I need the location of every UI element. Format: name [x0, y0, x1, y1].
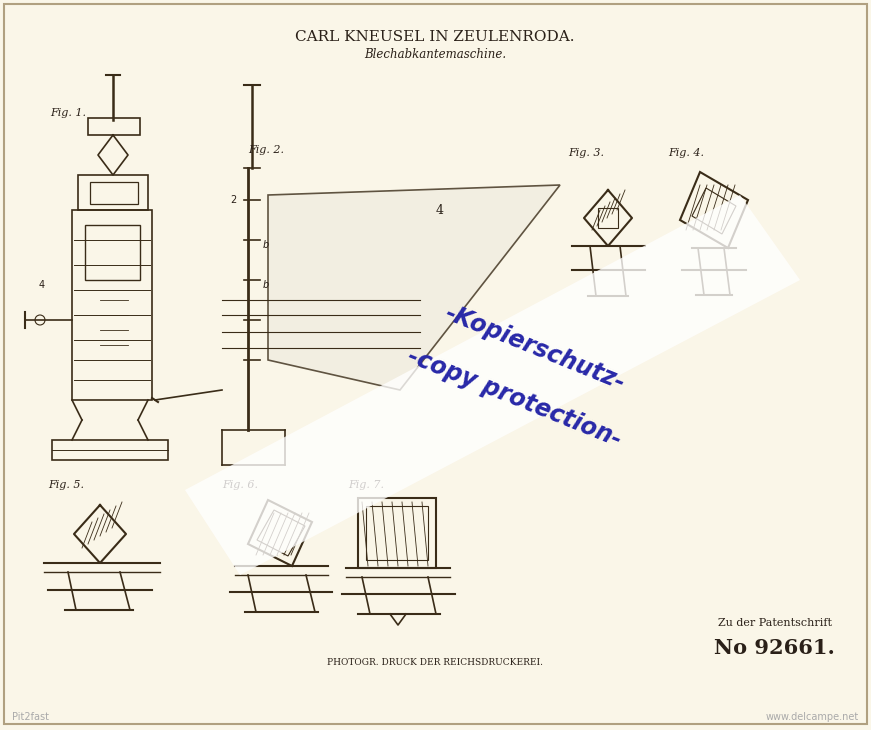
- Text: www.delcampe.net: www.delcampe.net: [766, 712, 859, 722]
- Polygon shape: [185, 195, 800, 575]
- Bar: [358, 498, 436, 568]
- Text: Zu der Patentschrift: Zu der Patentschrift: [718, 618, 832, 628]
- Text: Fig. 1.: Fig. 1.: [50, 108, 86, 118]
- Text: PHOTOGR. DRUCK DER REICHSDRUCKEREI.: PHOTOGR. DRUCK DER REICHSDRUCKEREI.: [327, 658, 543, 667]
- Text: 4: 4: [39, 280, 45, 290]
- Text: Pit2fast: Pit2fast: [12, 712, 49, 722]
- Text: Fig. 2.: Fig. 2.: [248, 145, 284, 155]
- Text: 4: 4: [436, 204, 444, 217]
- Text: -copy protection-: -copy protection-: [404, 344, 625, 452]
- Bar: [90, 182, 138, 204]
- Text: b: b: [263, 240, 269, 250]
- Text: -Kopierschutz-: -Kopierschutz-: [442, 301, 629, 395]
- Bar: [366, 506, 428, 560]
- Text: Blechabkantemaschine.: Blechabkantemaschine.: [364, 48, 506, 61]
- Text: Fig. 4.: Fig. 4.: [668, 148, 704, 158]
- Text: 2: 2: [230, 195, 236, 205]
- Text: b: b: [263, 280, 269, 290]
- Bar: [598, 208, 618, 228]
- Text: Fig. 7.: Fig. 7.: [348, 480, 384, 490]
- Text: No 92661.: No 92661.: [714, 638, 835, 658]
- Text: Fig. 6.: Fig. 6.: [222, 480, 258, 490]
- Polygon shape: [268, 185, 560, 390]
- Text: CARL KNEUSEL IN ZEULENRODA.: CARL KNEUSEL IN ZEULENRODA.: [295, 30, 575, 44]
- Text: Fig. 3.: Fig. 3.: [568, 148, 604, 158]
- Bar: [85, 225, 140, 280]
- Text: Fig. 5.: Fig. 5.: [48, 480, 84, 490]
